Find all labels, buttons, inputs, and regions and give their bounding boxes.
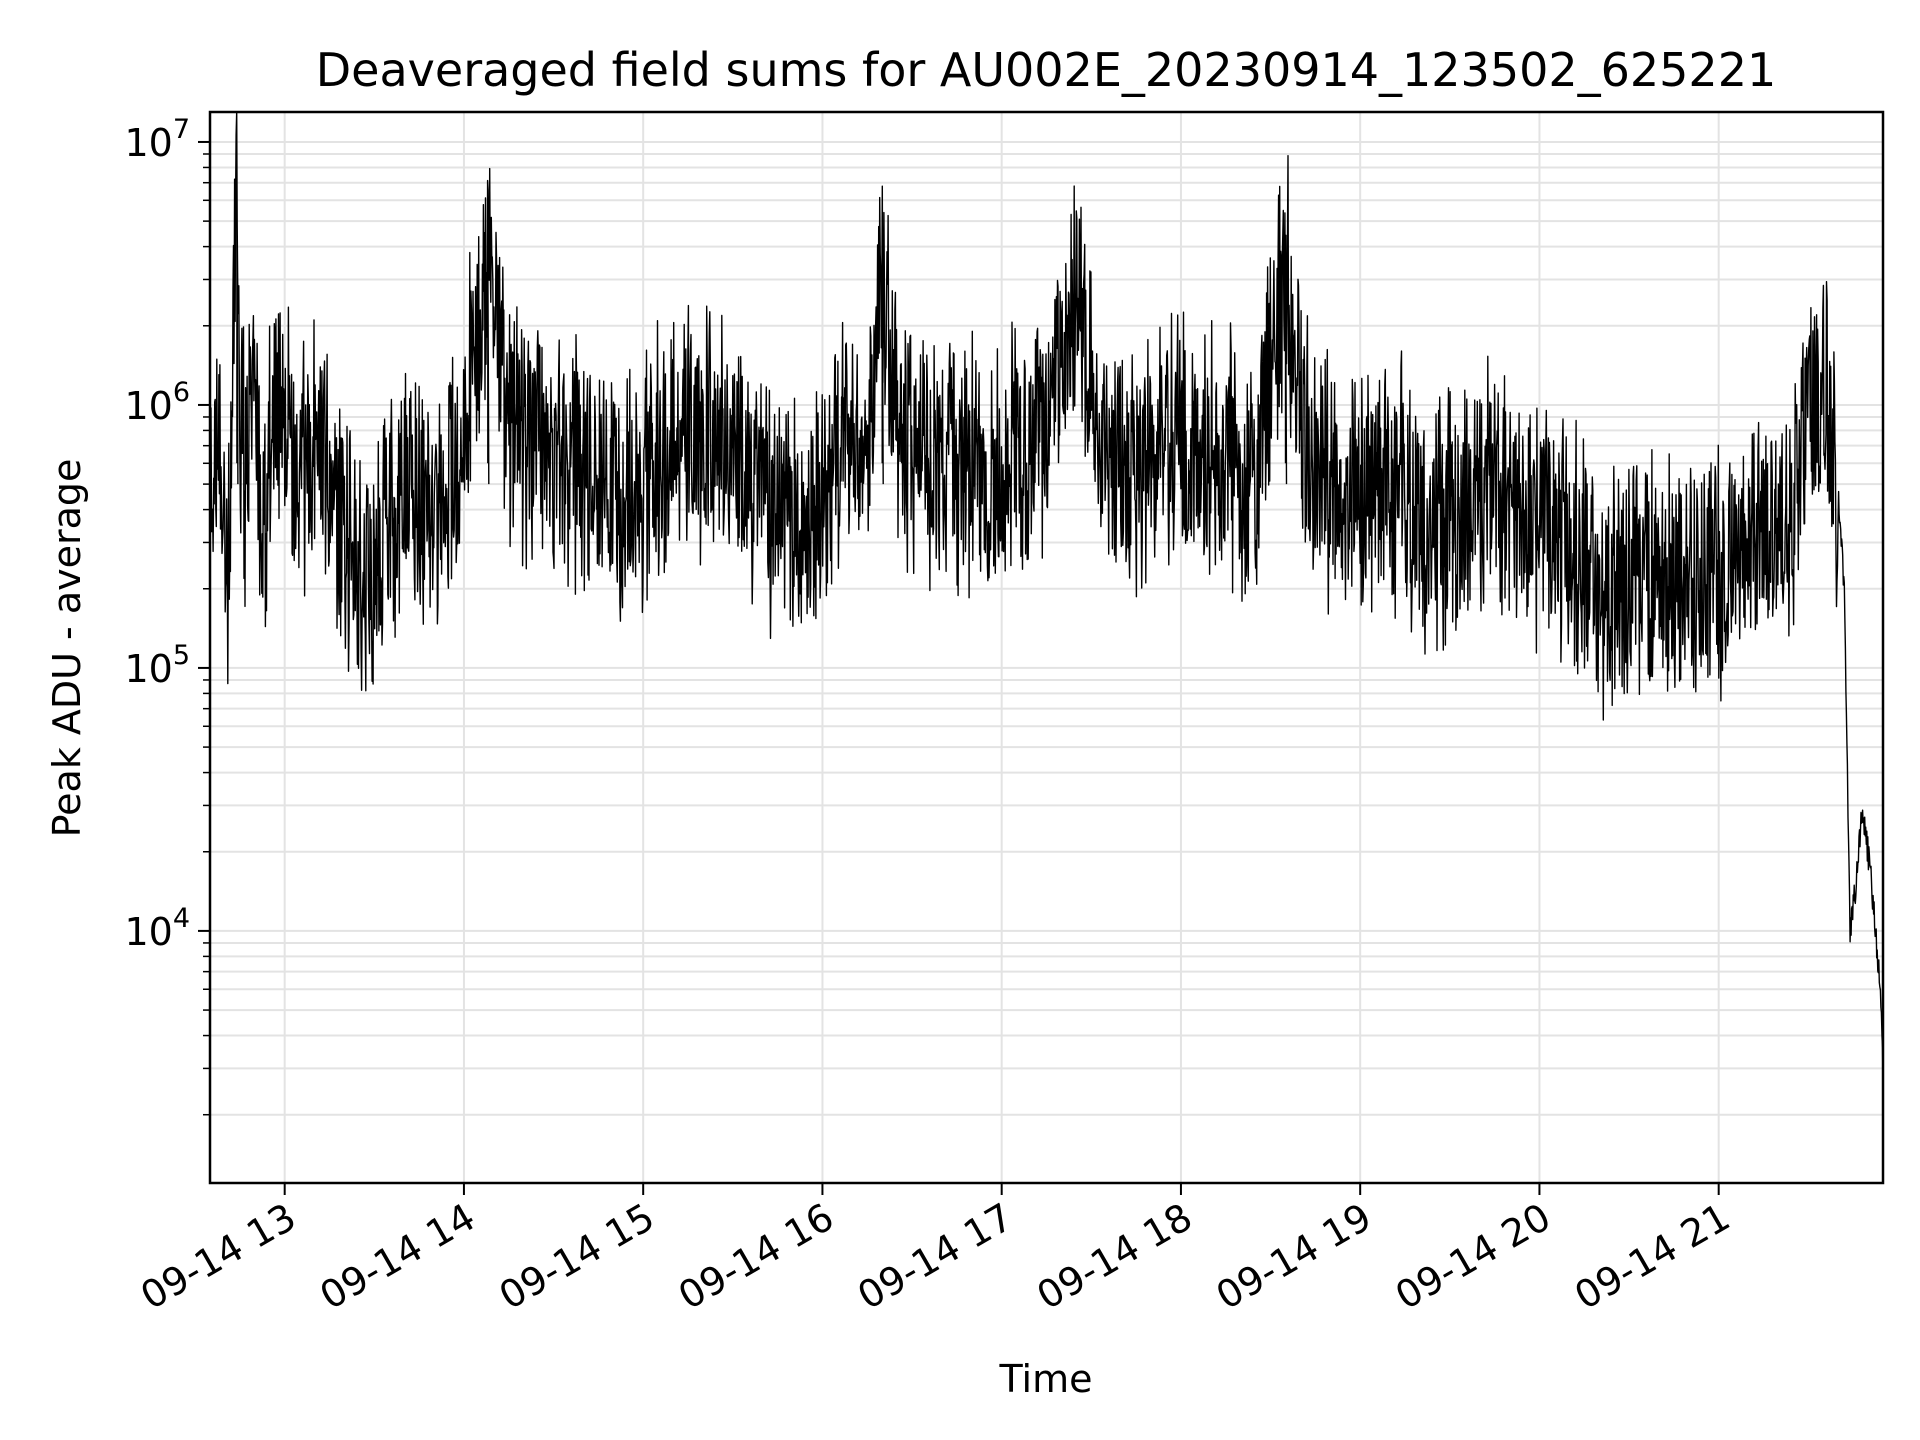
x-tick-label: 09-14 13: [133, 1195, 303, 1319]
x-tick-label: 09-14 21: [1567, 1195, 1737, 1319]
x-tick-label: 09-14 14: [312, 1195, 482, 1319]
x-tick-label: 09-14 15: [492, 1195, 662, 1319]
x-tick-label: 09-14 17: [850, 1195, 1020, 1319]
y-tick-label: 104: [124, 903, 190, 954]
y-tick-label: 106: [124, 377, 190, 428]
grid: [210, 112, 1883, 1183]
x-tick-label: 09-14 20: [1388, 1195, 1558, 1319]
x-axis-label: Time: [999, 1357, 1093, 1401]
x-tick-label: 09-14 18: [1029, 1195, 1199, 1319]
ticks: [198, 140, 1720, 1195]
y-tick-label: 105: [124, 640, 190, 691]
chart-title: Deaveraged field sums for AU002E_2023091…: [316, 43, 1776, 97]
x-tick-labels: 09-14 13 09-14 14 09-14 15 09-14 16 09-14 17…: [133, 1195, 1737, 1319]
series-line: [209, 111, 1884, 1084]
y-tick-labels: 104 105 106 107: [124, 114, 190, 954]
y-tick-label: 107: [124, 114, 190, 165]
y-axis-label: Peak ADU - average: [45, 459, 89, 838]
plot-frame: [208, 110, 1885, 1185]
x-tick-label: 09-14 19: [1209, 1195, 1379, 1319]
x-tick-label: 09-14 16: [671, 1195, 841, 1319]
